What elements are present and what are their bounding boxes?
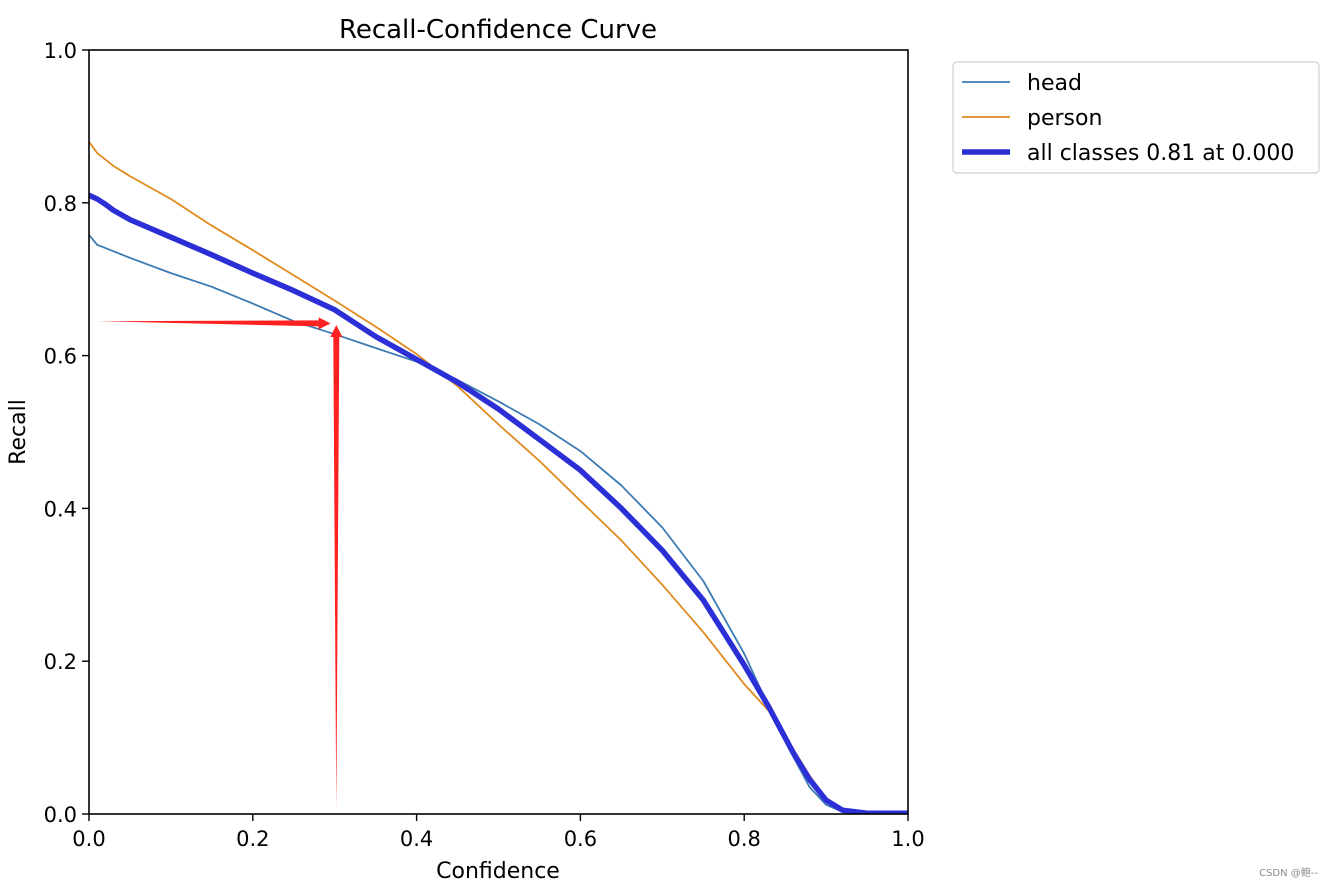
y-tick-label: 0.8 [44,192,77,216]
y-tick-label: 0.6 [44,345,77,369]
annotation-arrow-shaft [97,320,319,327]
series-line-person [89,140,908,814]
legend-label: person [1027,106,1102,131]
watermark: CSDN @鲍-- [1259,866,1318,879]
x-axis-title: Confidence [436,859,560,884]
legend-label: all classes 0.81 at 0.000 [1027,141,1294,166]
y-tick-label: 1.0 [44,39,77,63]
legend-box [952,61,1320,174]
x-tick-label: 0.2 [236,827,269,851]
y-tick-label: 0.4 [44,497,77,521]
series-line-head [89,233,908,814]
annotation-arrow-head [318,317,331,330]
x-tick-label: 0.4 [400,827,433,851]
series-line-all-classes [89,192,908,814]
series-layer [89,140,908,814]
y-tick-label: 0.2 [44,650,77,674]
x-axis-ticks: 0.0 0.2 0.4 0.6 0.8 1.0 [72,814,925,851]
x-tick-label: 0.0 [72,827,105,851]
annotation-arrow-shaft [333,337,340,811]
x-tick-label: 0.6 [564,827,597,851]
annotation-arrow-head [330,325,343,337]
x-tick-label: 0.8 [727,827,760,851]
legend-label: head [1027,71,1082,96]
plot-frame [88,49,909,815]
x-tick-label: 1.0 [891,827,924,851]
y-axis-ticks: 0.0 0.2 0.4 0.6 0.8 1.0 [44,39,89,827]
y-axis-title: Recall [6,399,31,465]
legend: head person all classes 0.81 at 0.000 [952,61,1320,174]
y-tick-label: 0.0 [44,803,77,827]
annotation-layer [97,317,343,811]
chart-title: Recall-Confidence Curve [339,15,657,45]
